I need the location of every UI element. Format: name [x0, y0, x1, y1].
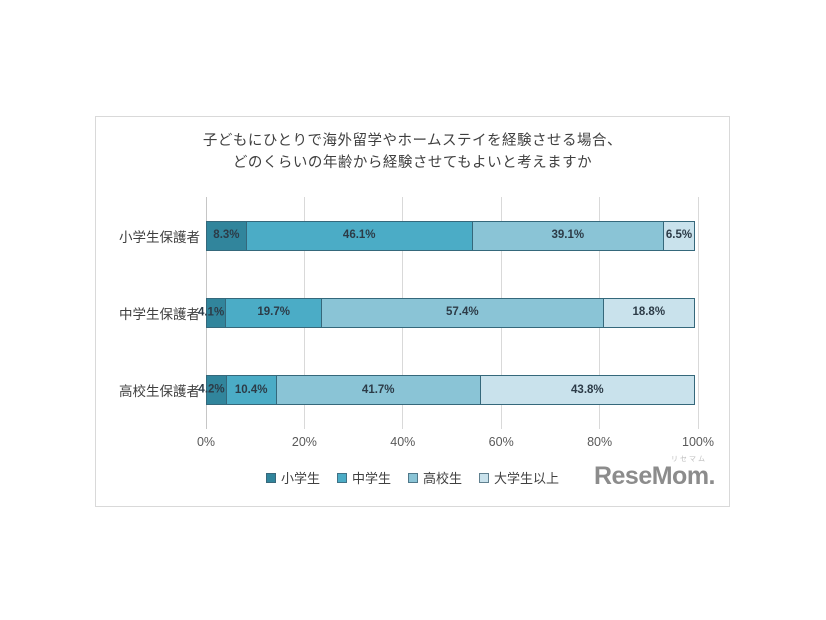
bar-segment-大学生以上: 18.8% [602, 298, 695, 328]
segment-value-label: 8.3% [213, 228, 240, 241]
segment-value-label: 19.7% [257, 306, 290, 319]
category-label: 中学生保護者 [119, 306, 200, 322]
bar-row: 4.2% 10.4% 41.7% 43.8% [198, 375, 698, 406]
bar-segment-中学生: 10.4% [225, 375, 277, 406]
legend-item-大学生以上: 大学生以上 [479, 468, 559, 487]
bar-row: 4.1% 19.7% 57.4% 18.8% [198, 298, 698, 328]
bar-segment-中学生: 46.1% [245, 220, 473, 251]
legend: 小学生 中学生 高校生 大学生以上 [96, 468, 729, 487]
segment-value-label: 43.8% [571, 383, 604, 396]
x-tick-label: 100% [682, 435, 714, 449]
segment-value-label: 4.1% [197, 306, 225, 319]
resemom-logo: リセマム ReseMom. [593, 456, 716, 490]
gridline [697, 197, 699, 429]
bar-segment-大学生以上: 43.8% [479, 375, 695, 406]
x-tick-label: 60% [488, 435, 514, 449]
segment-value-label: 10.4% [234, 383, 268, 396]
segment-value-label: 41.7% [361, 383, 395, 396]
x-tick-label: 80% [587, 435, 613, 449]
bar-row: 8.3% 46.1% 39.1% 6.5% [206, 220, 698, 251]
category-label: 小学生保護者 [119, 229, 200, 245]
legend-label: 小学生 [280, 471, 320, 486]
chart-title-line1: 子どもにひとりで海外留学やホームステイを経験させる場合、 [202, 133, 623, 149]
bar-segment-高校生: 57.4% [321, 298, 604, 328]
chart-title: 子どもにひとりで海外留学やホームステイを経験させる場合、 どのくらいの年齢から経… [96, 130, 729, 174]
legend-swatch [479, 472, 490, 483]
segment-value-label: 46.1% [342, 228, 376, 241]
legend-swatch [265, 472, 276, 483]
logo-wordmark: ReseMom. [593, 462, 716, 490]
category-axis: 小学生保護者 中学生保護者 高校生保護者 [96, 197, 200, 429]
x-tick-label: 0% [196, 435, 216, 449]
legend-label: 大学生以上 [494, 471, 560, 486]
legend-swatch [336, 472, 347, 483]
bar-segment-大学生以上: 6.5% [662, 220, 695, 251]
logo-ruby-text: リセマム [671, 456, 707, 463]
bar-segment-小学生: 4.2% [198, 375, 227, 406]
bar-segment-高校生: 41.7% [275, 375, 481, 406]
legend-swatch [408, 472, 418, 483]
bar-segment-小学生: 8.3% [206, 220, 247, 251]
legend-item-高校生: 高校生 [408, 468, 462, 487]
bar-segment-高校生: 39.1% [471, 220, 664, 251]
category-label: 高校生保護者 [119, 384, 200, 400]
x-tick-label: 20% [291, 435, 317, 449]
segment-value-label: 18.8% [632, 306, 666, 319]
segment-value-label: 39.1% [551, 228, 585, 241]
chart-title-line2: どのくらいの年齢から経験させてもよいと考えますか [232, 155, 593, 171]
x-axis: 0% 20% 40% 60% 80% 100% [197, 435, 714, 453]
bar-segment-中学生: 19.7% [225, 298, 323, 328]
x-tick-label: 40% [390, 435, 416, 449]
legend-label: 中学生 [351, 471, 391, 486]
bar-segment-小学生: 4.1% [198, 298, 227, 328]
chart-panel: 子どもにひとりで海外留学やホームステイを経験させる場合、 どのくらいの年齢から経… [95, 116, 730, 507]
segment-value-label: 6.5% [665, 228, 693, 241]
segment-value-label: 4.2% [198, 383, 225, 396]
segment-value-label: 57.4% [445, 306, 479, 319]
legend-item-中学生: 中学生 [336, 468, 391, 487]
legend-item-小学生: 小学生 [265, 468, 320, 487]
legend-label: 高校生 [423, 471, 463, 486]
plot-area: 8.3% 46.1% 39.1% 6.5% 4.1% 19.7% 57.4% 18.8% 4.2… [198, 197, 699, 429]
